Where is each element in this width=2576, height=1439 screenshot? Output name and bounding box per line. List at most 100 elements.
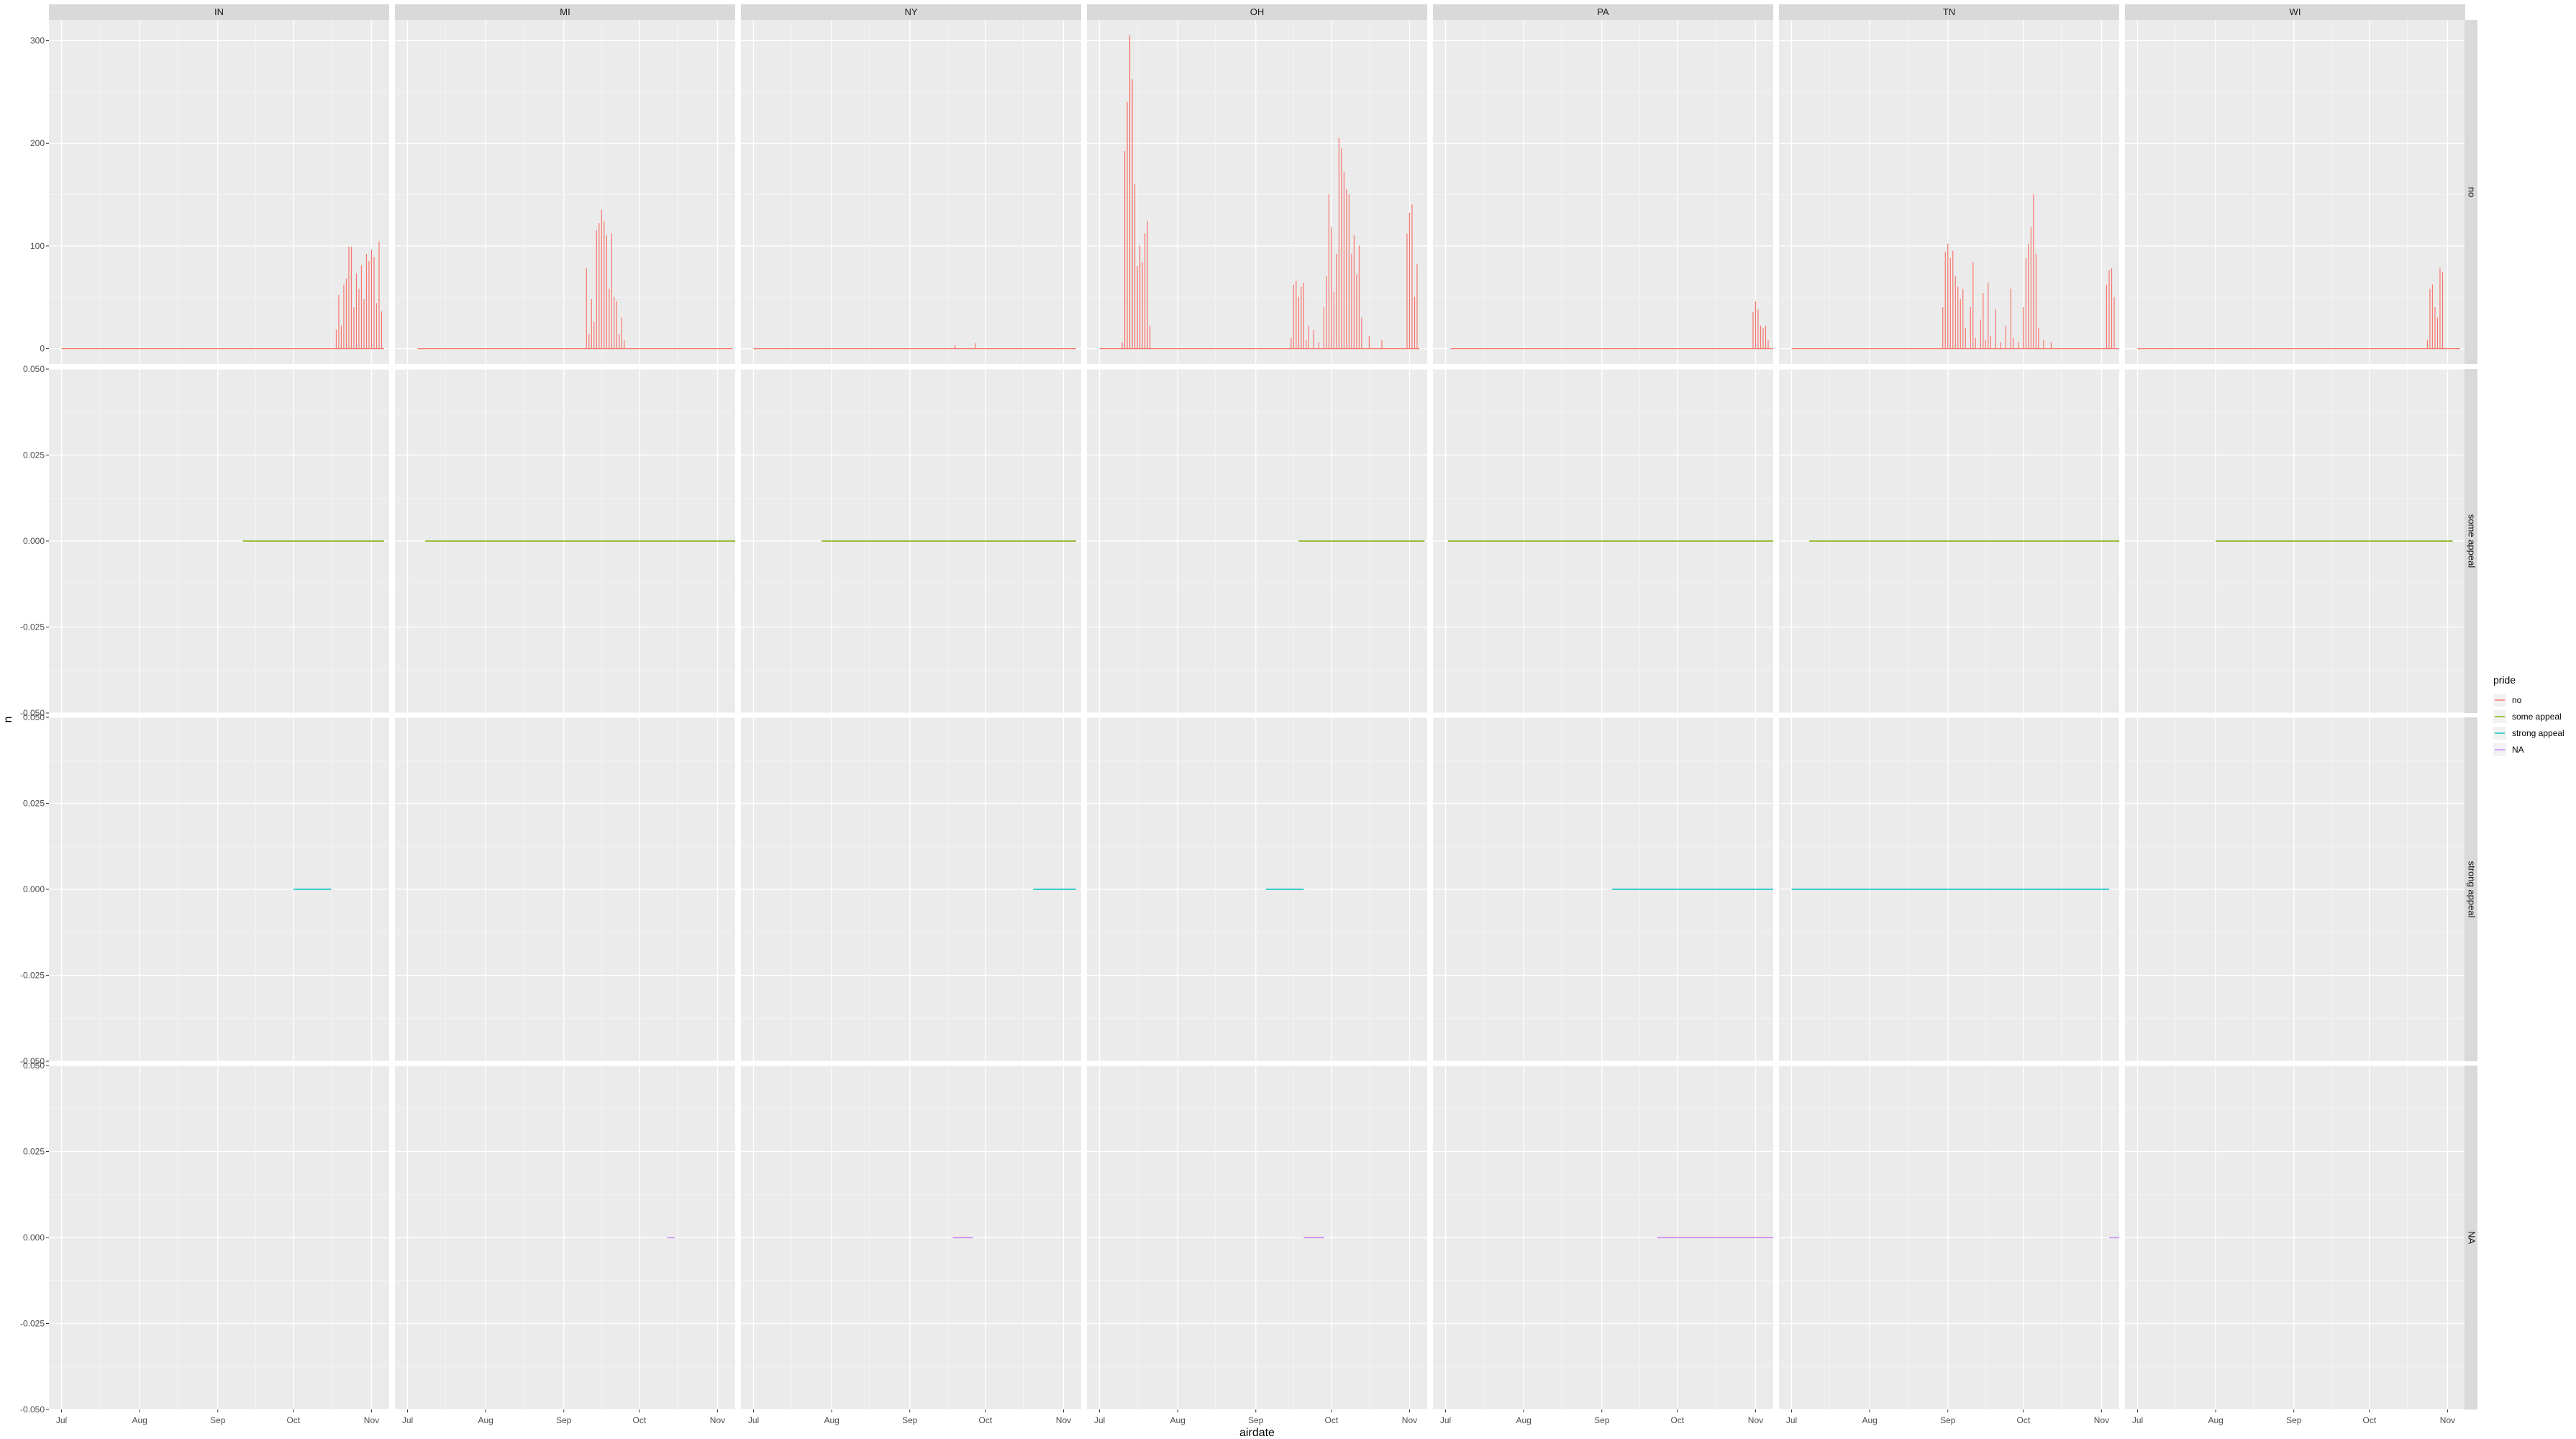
series-line-oh-no	[1099, 35, 1420, 350]
x-tick-label: Jul	[748, 1415, 759, 1425]
panel-IN-strong-appeal	[49, 717, 389, 1062]
y-tick-label: -0.025	[20, 1319, 45, 1329]
y-tick-label: 0.050	[23, 712, 45, 722]
x-tick-label: Oct	[1671, 1415, 1685, 1425]
panel-NY-strong-appeal	[741, 717, 1081, 1062]
x-tick-label: Jul	[2132, 1415, 2143, 1425]
panel-PA-no	[1433, 20, 1773, 364]
y-tick-label: 0.000	[23, 884, 45, 894]
legend-label-some-appeal: some appeal	[2512, 712, 2562, 722]
y-tick-label: 0.050	[23, 364, 45, 374]
strip-label-wi: WI	[2290, 6, 2301, 17]
y-tick-label: 100	[30, 241, 45, 251]
panel-TN-na	[1779, 1065, 2119, 1410]
strip-label-mi: MI	[560, 6, 570, 17]
x-tick-label: Aug	[1170, 1415, 1185, 1425]
legend: pride no some appeal strong appeal NA	[2493, 674, 2564, 756]
x-axes: Jul Aug Sep Oct Nov Jul Aug Sep Oct Nov Jul Aug Sep O…	[56, 1410, 2455, 1425]
panel-NY-no	[741, 20, 1081, 364]
panel-MI-no	[395, 20, 735, 364]
series-lines	[61, 35, 2460, 1238]
strip-label-tn: TN	[1943, 6, 1955, 17]
x-tick-label: Oct	[1325, 1415, 1339, 1425]
strip-label-pa: PA	[1597, 6, 1609, 17]
x-tick-label: Sep	[902, 1415, 918, 1425]
panel-background	[1087, 20, 1427, 364]
strip-wi	[2125, 4, 2465, 20]
strip-strong-appeal	[2465, 717, 2477, 1061]
x-tick-label: Oct	[287, 1415, 301, 1425]
y-tick-label: 0	[40, 344, 45, 354]
strip-label-strong-appeal: strong appeal	[2467, 861, 2477, 918]
y-tick-label: 0.050	[23, 1061, 45, 1071]
x-tick-label: Jul	[1786, 1415, 1797, 1425]
x-tick-label: Jul	[402, 1415, 413, 1425]
y-tick-label: 0.025	[23, 1147, 45, 1157]
strip-label-in: IN	[214, 6, 224, 17]
panel-OH-strong-appeal	[1087, 717, 1427, 1062]
x-tick-label: Aug	[824, 1415, 839, 1425]
panel-WI-no	[2125, 20, 2465, 364]
strip-label-ny: NY	[904, 6, 917, 17]
strip-label-no: no	[2467, 187, 2477, 197]
x-tick-label: Jul	[1094, 1415, 1105, 1425]
x-tick-label: Nov	[710, 1415, 725, 1425]
x-tick-label: Sep	[210, 1415, 226, 1425]
panel-background	[1779, 20, 2119, 364]
x-tick-label: Nov	[1402, 1415, 1417, 1425]
panel-OH-na	[1087, 1065, 1427, 1410]
y-tick-label: 0.000	[23, 1233, 45, 1243]
strip-ny	[741, 4, 1081, 20]
y-tick-label: 200	[30, 138, 45, 148]
y-tick-label: -0.025	[20, 971, 45, 981]
panel-background	[1433, 20, 1773, 364]
x-tick-label: Aug	[1862, 1415, 1877, 1425]
panel-background	[49, 20, 389, 364]
series-line-tn-no	[1791, 194, 2119, 350]
series-line-ny-no	[753, 342, 1076, 350]
y-tick-label: 0.025	[23, 450, 45, 460]
series-line-mi-no	[417, 209, 733, 350]
panel-background	[741, 20, 1081, 364]
x-tick-label: Nov	[1748, 1415, 1763, 1425]
strip-label-some-appeal: some appeal	[2467, 514, 2477, 568]
series-line-in-no	[61, 241, 384, 350]
panel-background	[395, 20, 735, 364]
y-tick-label: -0.025	[20, 622, 45, 632]
panel-NY-na	[741, 1065, 1081, 1410]
x-tick-label: Aug	[132, 1415, 147, 1425]
y-tick-label: -0.050	[20, 1404, 45, 1415]
legend-items: no some appeal strong appeal NA	[2493, 694, 2564, 756]
panel-MI-strong-appeal	[395, 717, 735, 1062]
x-tick-label: Sep	[556, 1415, 572, 1425]
strip-tn	[1779, 4, 2119, 20]
x-tick-label: Oct	[979, 1415, 993, 1425]
strip-in	[49, 4, 389, 20]
strip-label-oh: OH	[1250, 6, 1265, 17]
x-tick-label: Jul	[1440, 1415, 1451, 1425]
x-tick-label: Nov	[2440, 1415, 2455, 1425]
strip-pa	[1433, 4, 1773, 20]
legend-label-strong-appeal: strong appeal	[2512, 728, 2564, 738]
legend-label-no: no	[2512, 695, 2522, 705]
y-tick-label: -0.050	[20, 708, 45, 718]
y-tick-label: 0.000	[23, 536, 45, 546]
facet-strips: IN MI NY OH PA TN WI no some appeal strong appeal…	[49, 4, 2477, 1410]
x-tick-label: Aug	[478, 1415, 493, 1425]
x-tick-label: Oct	[2017, 1415, 2031, 1425]
x-tick-label: Jul	[56, 1415, 67, 1425]
strip-na	[2465, 1066, 2477, 1410]
y-tick-label: 0.025	[23, 799, 45, 809]
x-tick-label: Oct	[633, 1415, 647, 1425]
strip-oh	[1087, 4, 1427, 20]
x-tick-label: Sep	[1248, 1415, 1264, 1425]
panel-WI-strong-appeal	[2125, 717, 2465, 1062]
x-tick-label: Nov	[2094, 1415, 2109, 1425]
strip-mi	[395, 4, 735, 20]
panel-MI-na	[395, 1065, 735, 1410]
panel-IN-na	[49, 1065, 389, 1410]
series-line-wi-no	[2137, 268, 2460, 350]
x-tick-label: Nov	[364, 1415, 379, 1425]
x-axis-title: airdate	[1239, 1427, 1275, 1439]
